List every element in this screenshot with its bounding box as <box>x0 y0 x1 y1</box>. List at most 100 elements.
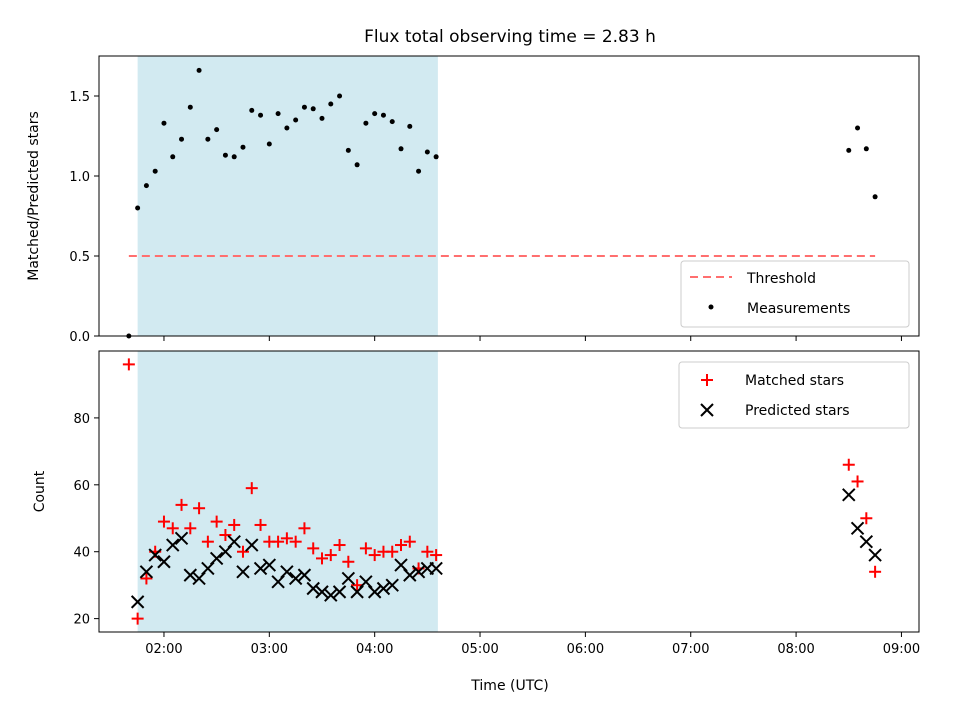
measurement-point <box>143 183 149 189</box>
matched-star-point <box>869 565 882 578</box>
predicted-star-point <box>429 561 443 576</box>
predicted-star-point <box>411 565 426 579</box>
measurement-point <box>345 147 351 153</box>
measurement-point <box>855 125 861 131</box>
measurement-point <box>135 205 141 211</box>
predicted-star-point <box>166 538 180 552</box>
matched-star-point <box>228 518 241 531</box>
measurement-point <box>284 125 290 131</box>
measurement-point <box>380 112 386 118</box>
bottom-axis-ticks: 20 40 60 80 02:00 03:00 04:00 05:00 06:00 07:00 08… <box>73 412 920 657</box>
matched-star-point <box>184 522 197 535</box>
predicted-star-point <box>253 561 268 576</box>
measurement-point <box>846 147 852 153</box>
matched-star-point <box>254 518 267 531</box>
top-panel-frame <box>98 55 920 337</box>
matched-star-point <box>430 549 443 562</box>
measurement-point <box>222 152 228 158</box>
measurement-point <box>872 194 878 200</box>
matched-star-point <box>307 542 320 555</box>
legend-predicted-swatch <box>700 403 714 417</box>
measurement-point <box>187 104 193 110</box>
predicted-star-point <box>183 568 198 582</box>
predicted-star-point <box>332 585 347 599</box>
x-axis-label: Time (UTC) <box>470 678 548 694</box>
matched-star-point <box>122 358 135 371</box>
top-panel: 0.0 0.5 1.0 1.5 Matched/Predicted stars Thr… <box>26 55 920 345</box>
matched-stars-series <box>122 358 882 625</box>
predicted-star-point <box>376 581 391 596</box>
bottom-y-tick-label: 60 <box>73 479 90 494</box>
measurement-point <box>275 111 281 117</box>
measurements-series <box>126 67 878 339</box>
matched-star-point <box>386 545 399 558</box>
measurement-point <box>863 146 869 152</box>
measurement-point <box>258 112 264 118</box>
matched-star-point <box>289 535 302 548</box>
measurement-point <box>424 149 430 155</box>
measurement-point <box>161 120 167 126</box>
predicted-star-point <box>280 565 294 579</box>
matched-star-point <box>315 552 328 565</box>
x-tick-label: 08:00 <box>777 642 814 657</box>
predicted-star-point <box>148 548 162 562</box>
matched-star-point <box>245 482 258 495</box>
matched-star-point <box>236 545 249 558</box>
measurement-point <box>363 120 369 126</box>
matched-star-point <box>324 549 337 562</box>
measurement-point <box>249 107 255 113</box>
top-axis-ticks: 0.0 0.5 1.0 1.5 <box>69 90 902 345</box>
measurement-point <box>266 141 272 147</box>
bottom-panel: 20 40 60 80 02:00 03:00 04:00 05:00 06:00 07:00 08… <box>32 350 920 694</box>
bottom-panel-frame <box>98 350 920 633</box>
bottom-y-tick-label: 40 <box>73 546 90 561</box>
matched-star-point <box>359 542 372 555</box>
matched-star-point <box>272 535 285 548</box>
predicted-stars-series <box>130 488 882 609</box>
predicted-star-point <box>227 534 241 549</box>
matched-star-point <box>395 539 408 552</box>
matched-star-point <box>368 549 381 562</box>
measurement-point <box>389 119 395 125</box>
x-tick-label: 02:00 <box>145 642 182 657</box>
predicted-star-point <box>403 568 417 582</box>
top-y-tick-label: 1.0 <box>69 170 90 185</box>
predicted-star-point <box>341 571 356 586</box>
top-y-tick-label: 0.0 <box>69 330 90 345</box>
predicted-star-point <box>288 571 303 586</box>
top-y-axis-label: Matched/Predicted stars <box>26 111 42 281</box>
legend-predicted-label: Predicted stars <box>745 403 850 419</box>
x-tick-label: 06:00 <box>567 642 604 657</box>
matched-star-point <box>860 512 873 525</box>
predicted-star-point <box>367 585 382 599</box>
measurement-point <box>231 154 237 160</box>
measurement-point <box>301 104 307 110</box>
matched-star-point <box>342 555 355 568</box>
matched-star-point <box>210 515 223 528</box>
measurement-point <box>293 117 299 123</box>
matched-star-point <box>280 532 293 545</box>
x-tick-label: 05:00 <box>461 642 498 657</box>
matched-star-point <box>298 522 311 535</box>
measurement-point <box>416 168 422 174</box>
measurement-point <box>179 136 185 142</box>
measurement-point <box>170 154 176 160</box>
bottom-y-tick-label: 80 <box>73 412 90 427</box>
predicted-star-point <box>315 585 329 599</box>
matched-star-point <box>421 545 434 558</box>
x-tick-label: 09:00 <box>883 642 920 657</box>
predicted-star-point <box>297 568 312 582</box>
predicted-star-point <box>868 548 882 562</box>
legend-measurements-label: Measurements <box>747 301 850 317</box>
matched-star-point <box>140 572 153 585</box>
legend-matched-swatch <box>701 374 713 386</box>
predicted-star-point <box>130 595 145 609</box>
top-legend-box <box>680 260 910 328</box>
matched-star-point <box>157 515 170 528</box>
measurement-point <box>398 146 404 152</box>
measurement-point <box>372 111 378 117</box>
measurement-point <box>240 144 246 150</box>
chart-title: Flux total observing time = 2.83 h <box>364 27 656 47</box>
top-y-tick-label: 0.5 <box>69 250 90 265</box>
